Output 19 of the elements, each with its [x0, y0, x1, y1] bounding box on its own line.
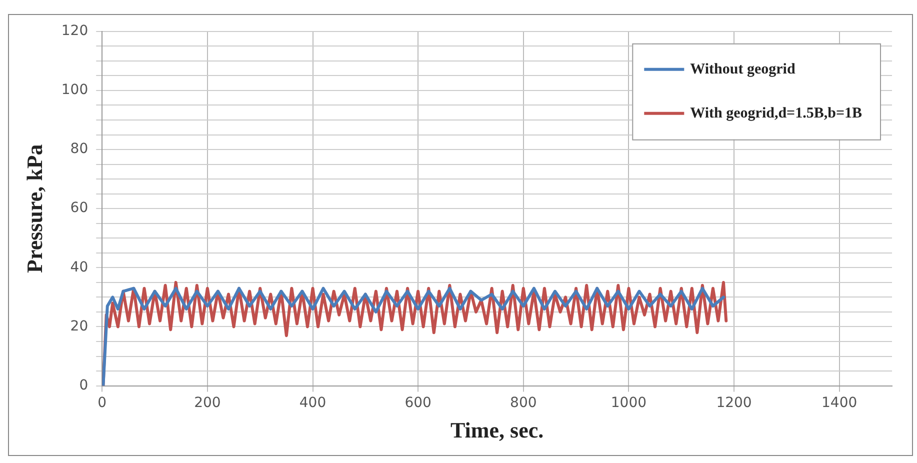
y-tick-label: 80 — [70, 141, 88, 158]
x-tick-label: 600 — [404, 394, 432, 411]
x-tick-label: 1200 — [716, 394, 752, 411]
x-tick-label: 400 — [299, 394, 326, 411]
x-axis-title: Time, sec. — [450, 417, 544, 442]
x-tick-label: 800 — [510, 394, 537, 411]
y-tick-label: 60 — [70, 200, 88, 216]
y-tick-label: 40 — [70, 259, 88, 276]
y-tick-label: 100 — [61, 82, 88, 98]
legend-label: Without geogrid — [690, 61, 796, 78]
x-tick-label: 1000 — [610, 394, 647, 411]
y-tick-label: 0 — [79, 377, 88, 394]
x-tick-label: 1400 — [822, 394, 858, 411]
x-tick-label: 0 — [98, 394, 107, 411]
y-tick-label: 20 — [70, 318, 88, 334]
x-tick-label: 200 — [194, 394, 221, 411]
legend-label: With geogrid,d=1.5B,b=1B — [690, 105, 862, 122]
y-axis-title: Pressure, kPa — [22, 144, 47, 273]
y-tick-label: 120 — [61, 23, 88, 40]
